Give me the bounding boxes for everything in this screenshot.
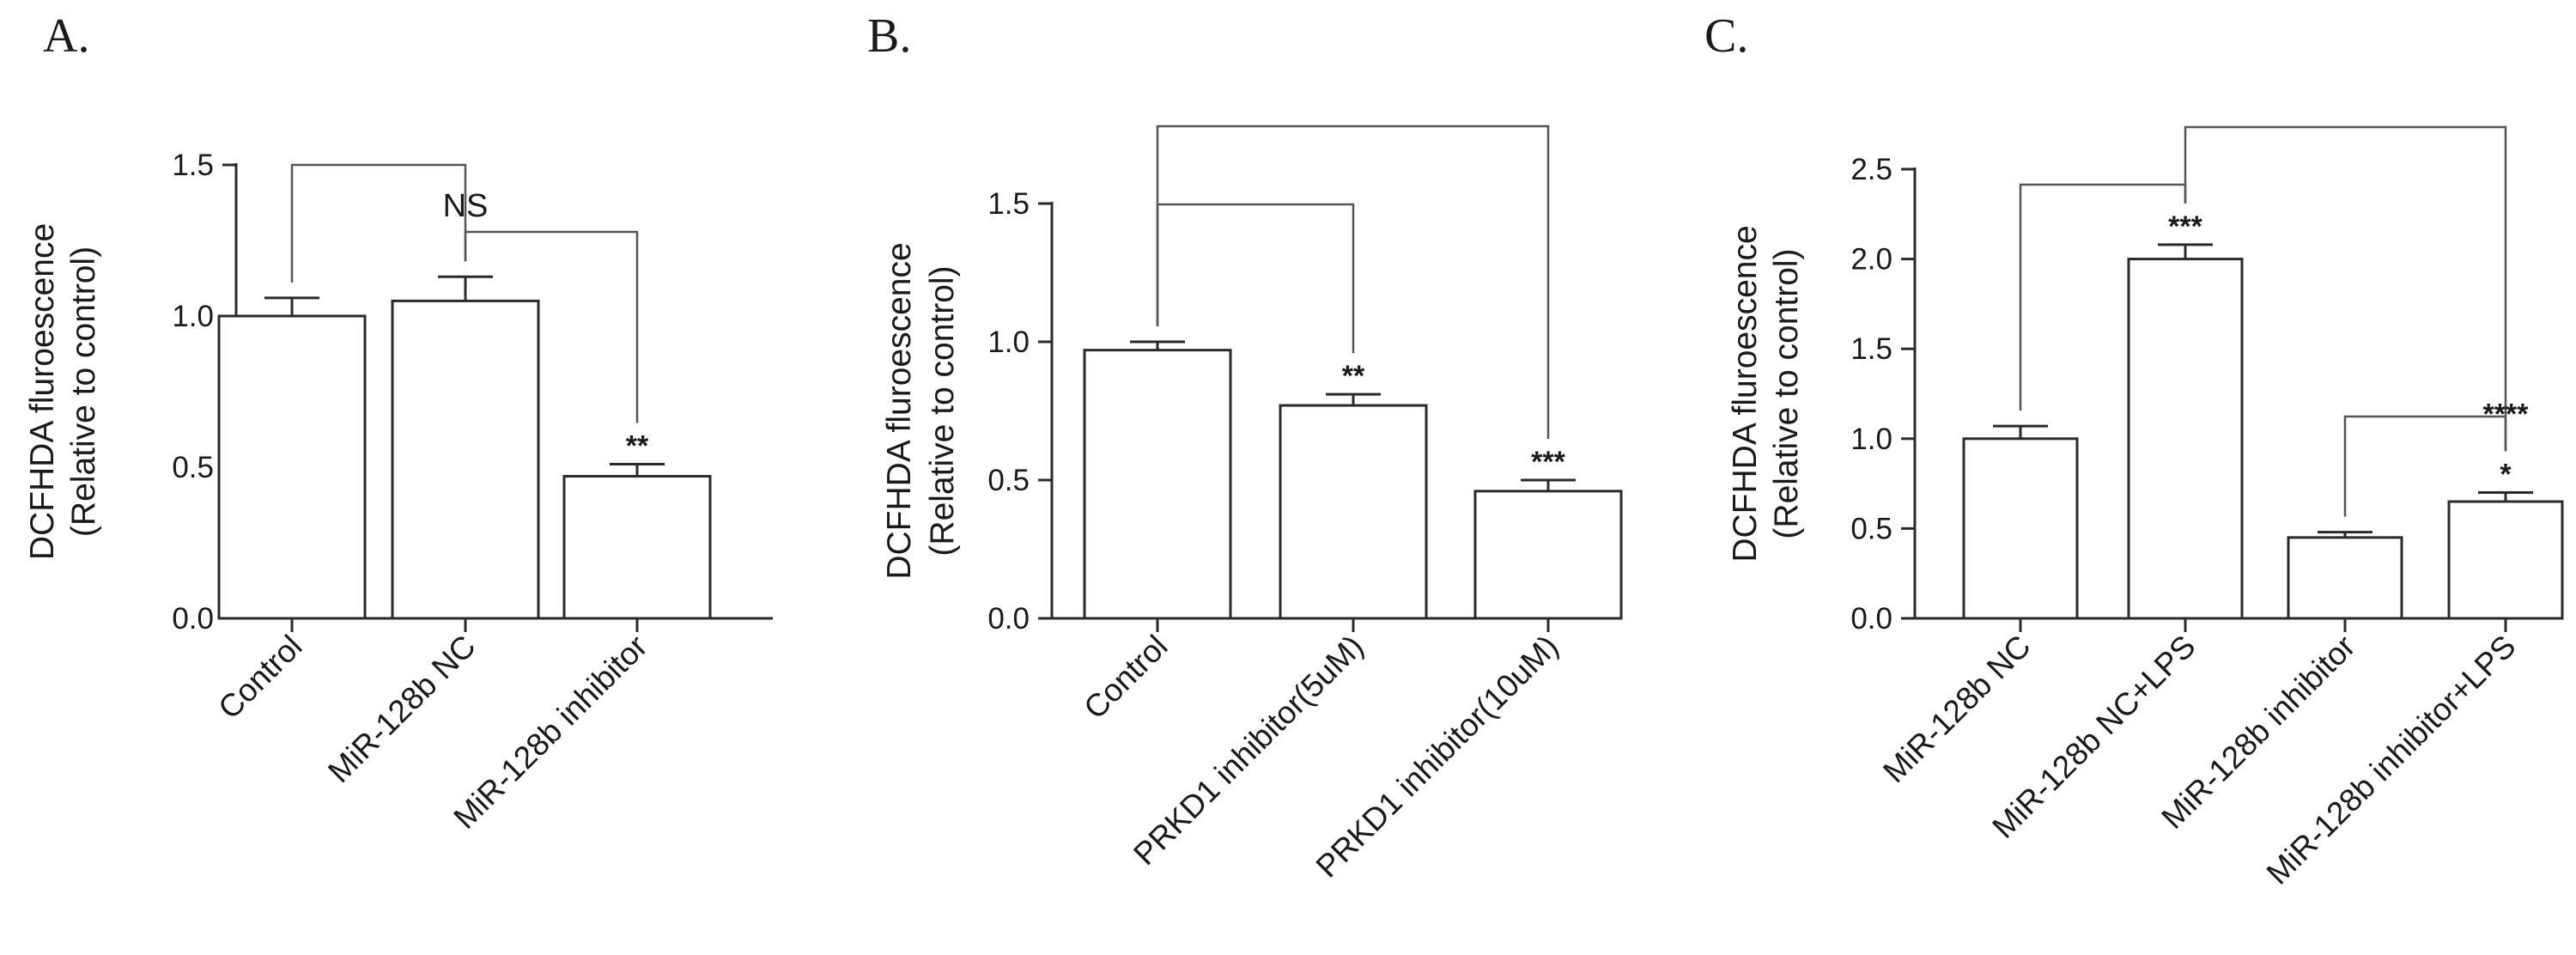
y-axis-label: DCFHDA fluroescence: [24, 223, 61, 560]
bar: [1962, 437, 2079, 620]
category-label: MiR-128b inhibitor: [447, 629, 653, 836]
significance-stars: **: [1342, 360, 1365, 392]
significance-stars: **: [626, 429, 649, 462]
y-tick-label: 1.5: [172, 149, 214, 182]
panel-letter: A.: [43, 9, 89, 63]
comparison-bracket: [1156, 125, 1550, 439]
category-label: Control: [1077, 629, 1174, 726]
y-tick-label: 0.5: [172, 451, 214, 484]
significance-stars: ***: [2168, 210, 2202, 243]
bar: [2127, 258, 2244, 620]
y-tick-label: 1.0: [1850, 423, 1893, 456]
y-tick-label: 2.0: [1850, 243, 1893, 277]
panel-letter: B.: [867, 9, 911, 63]
bar: [1083, 349, 1232, 620]
y-tick-label: 1.0: [172, 300, 214, 333]
y-tick-label: 0.0: [1850, 602, 1893, 636]
category-label: MiR-128b NC: [321, 629, 482, 789]
y-tick-label: 0.5: [987, 464, 1030, 497]
significance-stars: ***: [1531, 446, 1565, 478]
y-axis-label: (Relative to control): [924, 265, 961, 556]
bracket-label: NS: [443, 188, 489, 224]
comparison-bracket: [290, 163, 467, 283]
bar: [1473, 490, 1623, 620]
y-axis-label: DCFHDA fluroescence: [881, 242, 918, 579]
y-tick-label: 0.0: [987, 602, 1030, 636]
bar: [217, 314, 367, 620]
comparison-bracket: [1156, 203, 1355, 354]
bar: [2287, 536, 2403, 620]
y-axis-label: (Relative to control): [1768, 248, 1805, 538]
significance-stars: *: [2500, 459, 2512, 491]
chart-panel-2: B. DCFHDA fluroescence (Relative to contro…: [867, 9, 1623, 885]
bar: [562, 475, 712, 620]
y-tick-label: 0.5: [1850, 512, 1893, 545]
y-tick-label: 1.0: [987, 325, 1030, 359]
bar: [1279, 404, 1428, 620]
category-label: Control: [211, 629, 308, 726]
y-tick-label: 1.5: [1850, 332, 1893, 366]
panel-letter: C.: [1704, 9, 1748, 63]
chart-panel-3: C. DCFHDA fluroescence (Relative to contro…: [1704, 9, 2564, 891]
bar: [2447, 500, 2564, 620]
comparison-bracket: [2343, 415, 2507, 517]
bar: [391, 299, 540, 620]
comparison-bracket: [2184, 125, 2507, 452]
y-tick-label: 2.5: [1850, 153, 1893, 186]
chart-panel-1: A. DCFHDA fluroescence (Relative to contro…: [24, 9, 773, 836]
y-axis-label: (Relative to control): [65, 246, 102, 537]
y-tick-label: 1.5: [987, 187, 1030, 221]
y-tick-label: 0.0: [172, 602, 214, 636]
comparison-bracket: [464, 230, 639, 423]
y-axis-label: DCFHDA fluroescence: [1727, 225, 1764, 562]
category-label: MiR-128b NC: [1876, 629, 2037, 789]
